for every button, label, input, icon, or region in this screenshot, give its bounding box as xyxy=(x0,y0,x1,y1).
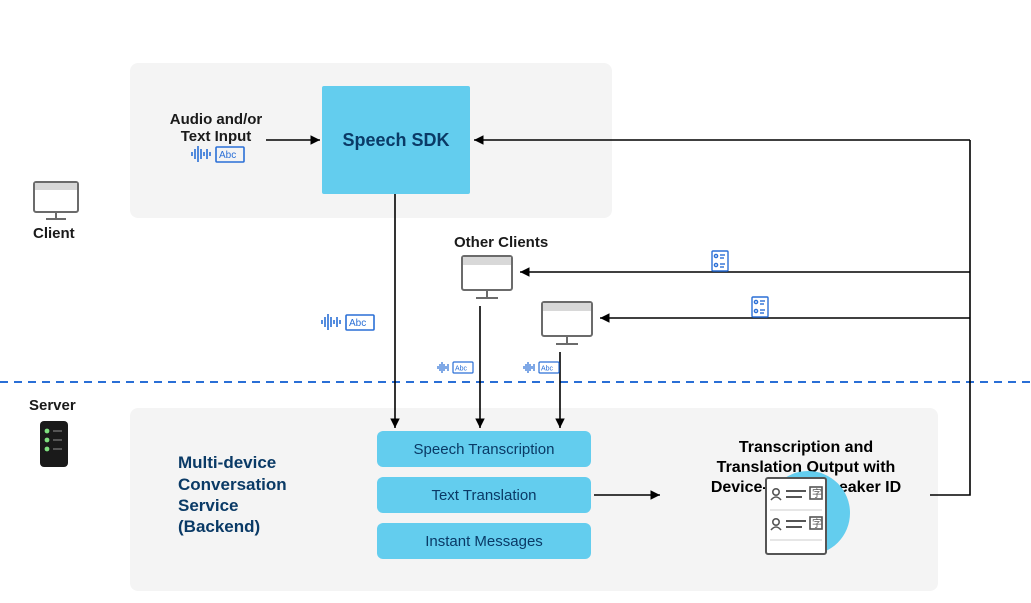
doc-badge-icon-1 xyxy=(712,251,728,271)
svg-text:Abc: Abc xyxy=(541,366,554,373)
svc1-label: Speech Transcription xyxy=(414,441,555,458)
server-rack-icon xyxy=(40,421,68,467)
backend-title: Multi-device Conversation Service (Backe… xyxy=(178,431,287,537)
doc-badge-icon-2 xyxy=(752,297,768,317)
other-clients-label: Other Clients xyxy=(454,234,548,251)
svg-text:Abc: Abc xyxy=(349,318,366,329)
output-title: Transcription and Translation Output wit… xyxy=(696,418,916,498)
svc-text-translation: Text Translation xyxy=(377,477,591,513)
svg-text:Abc: Abc xyxy=(455,366,468,373)
svc3-label: Instant Messages xyxy=(425,533,543,550)
svc-instant-messages: Instant Messages xyxy=(377,523,591,559)
svc-speech-transcription: Speech Transcription xyxy=(377,431,591,467)
server-label: Server xyxy=(29,397,76,414)
other-client-monitor-2-icon xyxy=(542,302,592,344)
speech-sdk-node: Speech SDK xyxy=(322,86,470,194)
audio-abc-icon-2: Abc xyxy=(322,314,374,330)
client-monitor-icon xyxy=(34,182,78,219)
audio-abc-icon-4: Abc xyxy=(524,362,559,373)
client-label: Client xyxy=(33,225,75,242)
input-label: Audio and/or Text Input xyxy=(156,94,276,145)
other-client-monitor-1-icon xyxy=(462,256,512,298)
svc2-label: Text Translation xyxy=(431,487,536,504)
speech-sdk-label: Speech SDK xyxy=(342,130,449,151)
audio-abc-icon-3: Abc xyxy=(438,362,473,373)
